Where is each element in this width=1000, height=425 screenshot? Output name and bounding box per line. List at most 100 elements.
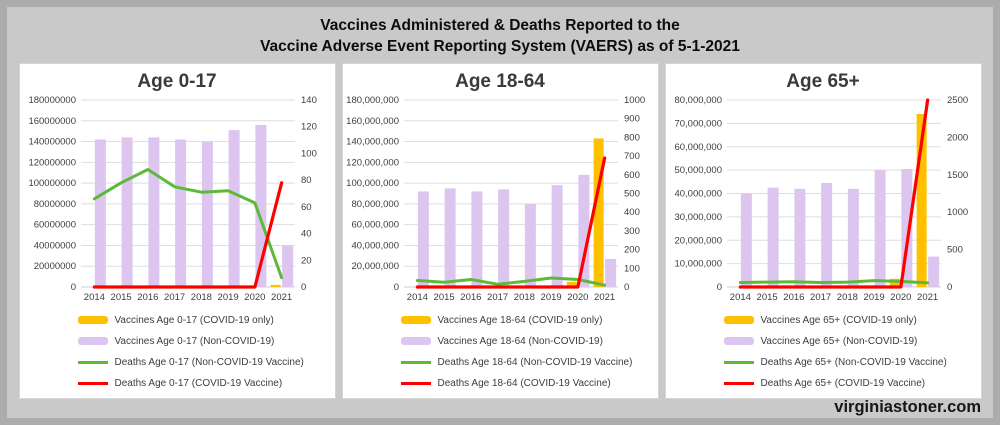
page-header: Vaccines Administered & Deaths Reported … bbox=[7, 7, 993, 58]
page-title-line-2: Vaccine Adverse Event Reporting System (… bbox=[260, 37, 740, 55]
svg-text:30,000,000: 30,000,000 bbox=[674, 212, 722, 223]
svg-text:1000: 1000 bbox=[947, 207, 968, 218]
svg-text:70,000,000: 70,000,000 bbox=[674, 118, 722, 129]
svg-text:2500: 2500 bbox=[947, 95, 968, 106]
green-line-swatch-icon bbox=[723, 360, 754, 365]
svg-text:60,000,000: 60,000,000 bbox=[674, 142, 722, 153]
svg-text:140,000,000: 140,000,000 bbox=[346, 136, 399, 147]
svg-text:2018: 2018 bbox=[191, 292, 212, 303]
svg-text:2021: 2021 bbox=[594, 292, 615, 303]
chart-title-age-65-plus: Age 65+ bbox=[786, 70, 860, 92]
svg-text:20000000: 20000000 bbox=[34, 261, 76, 272]
chart-title-age-18-64: Age 18-64 bbox=[455, 70, 545, 92]
svg-text:120,000,000: 120,000,000 bbox=[346, 157, 399, 168]
orange-bar-swatch-icon bbox=[77, 316, 108, 325]
svg-text:2017: 2017 bbox=[810, 292, 831, 303]
legend-item: Deaths Age 65+ (COVID-19 Vaccine) bbox=[723, 373, 981, 394]
svg-text:20: 20 bbox=[301, 255, 312, 266]
svg-text:80: 80 bbox=[301, 175, 312, 186]
svg-text:400: 400 bbox=[624, 207, 640, 218]
svg-text:2017: 2017 bbox=[164, 292, 185, 303]
svg-text:160,000,000: 160,000,000 bbox=[346, 116, 399, 127]
svg-text:2016: 2016 bbox=[460, 292, 481, 303]
purple-bar-swatch-icon bbox=[723, 337, 754, 346]
legend-label: Vaccines Age 65+ (COVID-19 only) bbox=[760, 314, 917, 326]
svg-text:40,000,000: 40,000,000 bbox=[351, 240, 399, 251]
svg-text:1000: 1000 bbox=[624, 95, 645, 106]
svg-text:2018: 2018 bbox=[837, 292, 858, 303]
svg-text:300: 300 bbox=[624, 226, 640, 237]
svg-text:500: 500 bbox=[947, 244, 963, 255]
svg-text:2020: 2020 bbox=[244, 292, 265, 303]
svg-text:200: 200 bbox=[624, 244, 640, 255]
legend-item: Vaccines Age 0-17 (Non-COVID-19) bbox=[77, 331, 335, 352]
svg-text:2014: 2014 bbox=[84, 292, 105, 303]
legend-item: Vaccines Age 18-64 (Non-COVID-19) bbox=[400, 331, 658, 352]
legend-item: Vaccines Age 65+ (COVID-19 only) bbox=[723, 310, 981, 331]
svg-text:2000: 2000 bbox=[947, 132, 968, 143]
legend-label: Vaccines Age 18-64 (Non-COVID-19) bbox=[437, 335, 603, 347]
red-line-swatch-icon bbox=[400, 381, 431, 386]
svg-text:700: 700 bbox=[624, 151, 640, 162]
svg-text:2016: 2016 bbox=[783, 292, 804, 303]
svg-text:2016: 2016 bbox=[137, 292, 158, 303]
legend-label: Deaths Age 0-17 (Non-COVID-19 Vaccine) bbox=[114, 356, 304, 368]
svg-text:120: 120 bbox=[301, 122, 317, 133]
chart-panel-age-65-plus: Age 65+ 0 10,000,000 20,000,000 30,000,000 4… bbox=[664, 62, 982, 399]
chart-canvas-age-18-64: 0 20,000,000 40,000,000 60,000,000 80,000,00… bbox=[343, 94, 658, 307]
site-watermark: virginiastoner.com bbox=[834, 398, 981, 416]
legend-item: Deaths Age 18-64 (Non-COVID-19 Vaccine) bbox=[400, 352, 658, 373]
svg-text:2018: 2018 bbox=[514, 292, 535, 303]
svg-text:2015: 2015 bbox=[757, 292, 778, 303]
svg-text:180000000: 180000000 bbox=[28, 95, 76, 106]
svg-text:600: 600 bbox=[624, 170, 640, 181]
svg-text:1500: 1500 bbox=[947, 170, 968, 181]
chart-legend-age-18-64: Vaccines Age 18-64 (COVID-19 only) Vaccin… bbox=[400, 310, 658, 394]
svg-text:100,000,000: 100,000,000 bbox=[346, 178, 399, 189]
svg-text:2021: 2021 bbox=[271, 292, 292, 303]
svg-text:2019: 2019 bbox=[541, 292, 562, 303]
legend-label: Vaccines Age 65+ (Non-COVID-19) bbox=[760, 335, 918, 347]
page-title-line-1: Vaccines Administered & Deaths Reported … bbox=[320, 17, 680, 34]
svg-text:100: 100 bbox=[301, 148, 317, 159]
svg-text:2019: 2019 bbox=[218, 292, 239, 303]
legend-item: Deaths Age 0-17 (Non-COVID-19 Vaccine) bbox=[77, 352, 335, 373]
legend-item: Vaccines Age 18-64 (COVID-19 only) bbox=[400, 310, 658, 331]
svg-text:160000000: 160000000 bbox=[28, 116, 76, 127]
svg-text:800: 800 bbox=[624, 132, 640, 143]
chart-panel-age-18-64: Age 18-64 0 20,000,000 40,000,000 60,000,00… bbox=[341, 62, 659, 399]
svg-text:2020: 2020 bbox=[890, 292, 911, 303]
svg-text:500: 500 bbox=[624, 188, 640, 199]
purple-bar-swatch-icon bbox=[400, 337, 431, 346]
legend-item: Vaccines Age 65+ (Non-COVID-19) bbox=[723, 331, 981, 352]
orange-bar-swatch-icon bbox=[400, 316, 431, 325]
svg-text:0: 0 bbox=[394, 282, 399, 293]
svg-text:0: 0 bbox=[301, 282, 306, 293]
chart-panel-age-0-17: Age 0-17 0 20000000 40000000 60000000 800000… bbox=[18, 62, 336, 399]
svg-text:2014: 2014 bbox=[407, 292, 428, 303]
svg-text:2020: 2020 bbox=[567, 292, 588, 303]
legend-label: Deaths Age 65+ (COVID-19 Vaccine) bbox=[760, 377, 926, 389]
purple-bar-swatch-icon bbox=[77, 337, 108, 346]
svg-text:180,000,000: 180,000,000 bbox=[346, 95, 399, 106]
legend-label: Deaths Age 18-64 (Non-COVID-19 Vaccine) bbox=[437, 356, 633, 368]
chart-canvas-age-0-17: 0 20000000 40000000 60000000 80000000 1000000… bbox=[20, 94, 335, 307]
svg-text:2015: 2015 bbox=[111, 292, 132, 303]
svg-text:0: 0 bbox=[71, 282, 76, 293]
svg-text:80,000,000: 80,000,000 bbox=[351, 199, 399, 210]
legend-label: Vaccines Age 0-17 (Non-COVID-19) bbox=[114, 335, 275, 347]
svg-text:60,000,000: 60,000,000 bbox=[351, 220, 399, 231]
svg-text:2014: 2014 bbox=[730, 292, 751, 303]
svg-text:0: 0 bbox=[947, 282, 952, 293]
legend-item: Deaths Age 65+ (Non-COVID-19 Vaccine) bbox=[723, 352, 981, 373]
chart-legend-age-0-17: Vaccines Age 0-17 (COVID-19 only) Vaccine… bbox=[77, 310, 335, 394]
svg-text:20,000,000: 20,000,000 bbox=[674, 235, 722, 246]
svg-text:900: 900 bbox=[624, 114, 640, 125]
chart-legend-age-65-plus: Vaccines Age 65+ (COVID-19 only) Vaccines… bbox=[723, 310, 981, 394]
svg-text:100000000: 100000000 bbox=[28, 178, 76, 189]
svg-text:120000000: 120000000 bbox=[28, 157, 76, 168]
svg-text:2019: 2019 bbox=[864, 292, 885, 303]
legend-label: Deaths Age 18-64 (COVID-19 Vaccine) bbox=[437, 377, 611, 389]
svg-text:80,000,000: 80,000,000 bbox=[674, 95, 722, 106]
legend-label: Vaccines Age 18-64 (COVID-19 only) bbox=[437, 314, 603, 326]
